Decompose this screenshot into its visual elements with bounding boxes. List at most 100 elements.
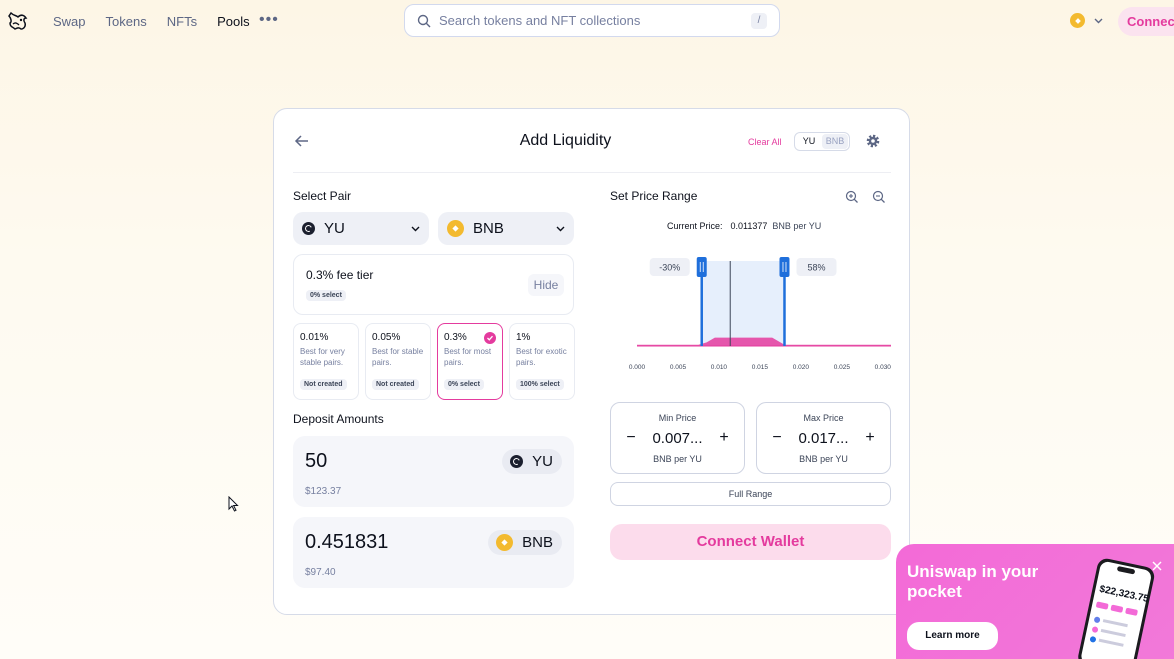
x-tick-label: 0.015 <box>752 364 769 371</box>
yu-token-icon <box>510 455 524 468</box>
deposit-usd-value: $123.37 <box>305 486 342 497</box>
close-icon[interactable] <box>1151 560 1163 572</box>
min-price-increase-button[interactable]: + <box>719 429 729 446</box>
min-price-box: Min Price − 0.007... + BNB per YU <box>610 402 745 474</box>
more-menu-icon[interactable]: ••• <box>259 11 279 28</box>
back-arrow-icon[interactable] <box>294 133 310 149</box>
hide-button[interactable]: Hide <box>528 274 564 296</box>
learn-more-button[interactable]: Learn more <box>907 622 998 650</box>
connect-button[interactable]: Connect <box>1118 7 1174 36</box>
chevron-down-icon <box>411 226 420 232</box>
deposit-token-label: BNB <box>522 534 553 551</box>
uniswap-logo-icon[interactable] <box>7 10 29 32</box>
nav-tokens[interactable]: Tokens <box>105 14 147 29</box>
header-divider <box>293 172 891 173</box>
zoom-out-icon[interactable] <box>871 189 887 205</box>
clear-all-button[interactable]: Clear All <box>748 137 782 147</box>
price-range-chart[interactable]: -30% 58% 0.000 0.005 0.010 0.015 0.020 0.025 0.0… <box>629 241 899 391</box>
min-range-percent-badge-bg <box>649 258 690 276</box>
add-liquidity-card: Add Liquidity Clear All YU BNB Select Pa… <box>273 108 910 615</box>
full-range-button[interactable]: Full Range <box>610 482 891 506</box>
check-icon <box>484 332 496 344</box>
tier-description: Best for very stable pairs. <box>300 347 345 367</box>
token-a-select[interactable]: YU <box>293 212 429 245</box>
toggle-bnb[interactable]: BNB <box>822 134 848 149</box>
yu-token-icon <box>302 222 315 235</box>
max-price-box: Max Price − 0.017... + BNB per YU <box>756 402 891 474</box>
max-range-percent-badge: 58% <box>807 263 825 273</box>
max-price-increase-button[interactable]: + <box>865 429 875 446</box>
min-price-label: Min Price <box>658 413 697 423</box>
deposit-amount[interactable]: 50 <box>305 450 328 472</box>
tier-percent: 0.3% <box>444 332 467 343</box>
promo-title: Uniswap in your pocket <box>907 562 1039 601</box>
current-price-label: Current Price: <box>667 221 723 231</box>
connect-wallet-button[interactable]: Connect Wallet <box>610 524 891 560</box>
fee-tier-option-0.05[interactable]: 0.05% Best for stable pairs. Not created <box>365 323 431 400</box>
max-price-decrease-button[interactable]: − <box>772 429 782 446</box>
page-title: Add Liquidity <box>519 132 612 149</box>
tier-description: Best for exotic pairs. <box>516 347 567 367</box>
deposit-input-yu[interactable]: 50 $123.37 YU <box>293 436 574 507</box>
token-a-label: YU <box>324 220 345 237</box>
min-price-unit: BNB per YU <box>653 454 702 464</box>
search-placeholder: Search tokens and NFT collections <box>439 13 641 28</box>
set-price-range-title: Set Price Range <box>610 189 698 203</box>
x-tick-label: 0.005 <box>670 364 687 371</box>
min-price-decrease-button[interactable]: − <box>626 429 636 446</box>
bnb-token-icon <box>496 534 514 551</box>
tier-percent: 1% <box>516 332 531 343</box>
tier-badge: 0% select <box>444 379 484 390</box>
current-price-unit: BNB per YU <box>772 221 822 231</box>
liquidity-area <box>637 337 891 346</box>
deposit-amount[interactable]: 0.451831 <box>305 531 389 553</box>
gear-icon[interactable] <box>865 133 881 149</box>
search-input[interactable]: Search tokens and NFT collections / <box>404 4 780 37</box>
nav-nfts[interactable]: NFTs <box>166 14 198 29</box>
bnb-token-icon <box>447 220 464 237</box>
deposit-input-bnb[interactable]: 0.451831 $97.40 BNB <box>293 517 574 588</box>
max-price-input[interactable]: 0.017... <box>798 430 849 447</box>
search-icon <box>417 14 431 27</box>
selected-range-area <box>701 261 785 346</box>
nav-pools[interactable]: Pools <box>217 14 250 29</box>
min-price-input[interactable]: 0.007... <box>652 430 703 447</box>
tier-description: Best for most pairs. <box>444 347 492 367</box>
fee-tier-option-0.01[interactable]: 0.01% Best for very stable pairs. Not cr… <box>293 323 359 400</box>
fee-tier-title: 0.3% fee tier <box>306 268 374 282</box>
x-tick-label: 0.000 <box>629 364 646 371</box>
token-b-select[interactable]: BNB <box>438 212 574 245</box>
price-unit-toggle[interactable]: YU BNB <box>794 132 850 151</box>
x-tick-label: 0.010 <box>711 364 728 371</box>
deposit-token-badge: BNB <box>488 530 562 555</box>
chain-selector[interactable] <box>1070 13 1104 28</box>
x-tick-label: 0.025 <box>834 364 851 371</box>
token-b-label: BNB <box>473 220 504 237</box>
max-range-handle[interactable] <box>779 257 790 277</box>
min-range-percent-badge: -30% <box>659 263 680 273</box>
nav-swap[interactable]: Swap <box>53 14 86 29</box>
phone-mockup-icon: $22,323.75 <box>1078 558 1155 659</box>
tier-badge: Not created <box>300 379 347 390</box>
max-range-percent-badge-bg <box>796 258 837 276</box>
tier-description: Best for stable pairs. <box>372 347 424 367</box>
fee-tier-option-0.3[interactable]: 0.3% Best for most pairs. 0% select <box>437 323 503 400</box>
deposit-token-badge: YU <box>502 449 562 474</box>
tier-percent: 0.01% <box>300 332 329 343</box>
current-price-value: 0.011377 <box>730 221 768 231</box>
chevron-down-icon <box>556 226 565 232</box>
min-range-handle[interactable] <box>696 257 707 277</box>
x-tick-label: 0.030 <box>875 364 892 371</box>
zoom-in-icon[interactable] <box>844 189 860 205</box>
fee-tier-badge: 0% select <box>306 290 346 301</box>
chevron-down-icon <box>1094 18 1103 24</box>
bnb-chain-icon <box>1070 13 1085 28</box>
toggle-yu[interactable]: YU <box>796 134 822 149</box>
fee-tier-box: 0.3% fee tier 0% select Hide <box>293 254 574 315</box>
mobile-app-promo[interactable]: Uniswap in your pocket Learn more $22,32… <box>896 544 1174 659</box>
fee-tier-option-1[interactable]: 1% Best for exotic pairs. 100% select <box>509 323 575 400</box>
current-price: Current Price: 0.011377 BNB per YU <box>667 221 821 231</box>
x-tick-label: 0.020 <box>793 364 810 371</box>
deposit-usd-value: $97.40 <box>305 567 336 578</box>
max-price-label: Max Price <box>803 413 844 423</box>
